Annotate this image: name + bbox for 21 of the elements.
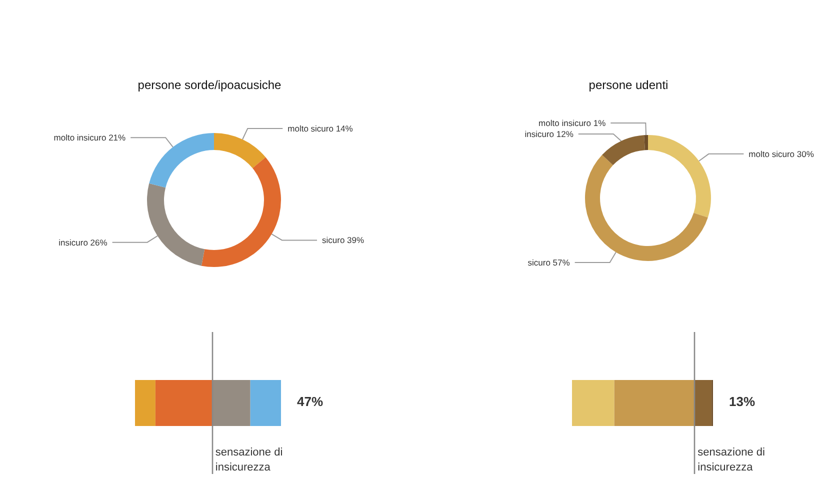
ref-line-label: sensazione di insicurezza bbox=[698, 446, 768, 474]
slice-label: insicuro 26% bbox=[58, 237, 108, 248]
text: 47% bbox=[297, 394, 324, 409]
ref-line-label: sensazione di insicurezza bbox=[215, 446, 286, 474]
slice-label: molto insicuro 1% bbox=[538, 118, 606, 128]
slice-label: sicuro 57% bbox=[528, 258, 570, 268]
slice-label: sicuro 39% bbox=[322, 235, 364, 246]
bar bbox=[155, 380, 212, 426]
slice-label: molto sicuro 30% bbox=[748, 148, 814, 159]
chart-title: persone udenti bbox=[588, 78, 668, 92]
bar bbox=[614, 380, 695, 426]
bar bbox=[212, 380, 250, 426]
chart-title: persone sorde/ipoacusiche bbox=[138, 78, 282, 92]
bar bbox=[694, 380, 712, 426]
bar bbox=[250, 380, 281, 426]
slice-label: molto sicuro 14% bbox=[288, 124, 354, 134]
bar bbox=[135, 380, 156, 426]
text: 13% bbox=[729, 394, 756, 409]
slice-label: insicuro 12% bbox=[524, 129, 574, 140]
bar bbox=[572, 380, 614, 426]
slice-label: molto insicuro 21% bbox=[54, 132, 126, 143]
